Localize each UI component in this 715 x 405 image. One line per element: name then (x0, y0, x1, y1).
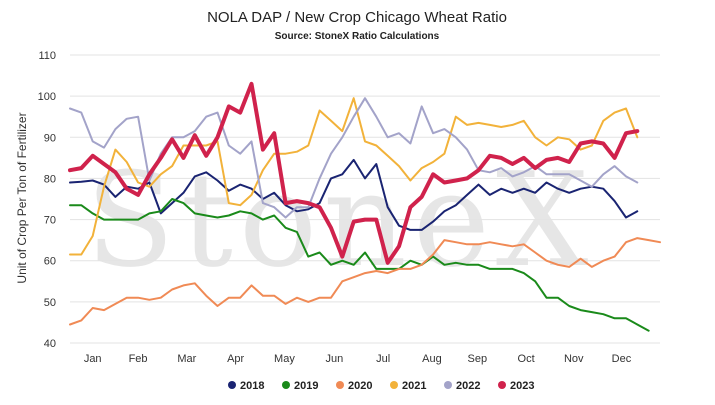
x-tick-label: Jun (325, 353, 343, 365)
legend-label: 2023 (510, 380, 534, 392)
legend-marker-2022 (444, 381, 452, 389)
series-line-2021 (69, 97, 639, 256)
x-tick-label: Nov (564, 353, 584, 365)
legend-label: 2021 (402, 380, 426, 392)
series-lines (68, 81, 661, 332)
y-tick-label: 40 (44, 338, 56, 350)
x-tick-label: Oct (518, 353, 535, 365)
legend-label: 2020 (348, 380, 372, 392)
x-tick-label: May (274, 353, 295, 365)
gridlines (70, 54, 660, 344)
x-tick-label: Mar (177, 353, 196, 365)
legend-marker-2021 (390, 381, 398, 389)
series-line-2023 (68, 81, 640, 265)
legend: 2018 2019 2020 2021 2022 2023 (228, 380, 534, 392)
y-tick-label: 100 (38, 91, 56, 103)
legend-label: 2019 (294, 380, 318, 392)
x-tick-label: Dec (612, 353, 632, 365)
y-axis-label: Unit of Crop Per Ton of Fertilizer (15, 112, 29, 283)
legend-marker-2019 (282, 381, 290, 389)
y-tick-label: 50 (44, 297, 56, 309)
legend-marker-2018 (228, 381, 236, 389)
y-tick-label: 90 (44, 132, 56, 144)
legend-label: 2018 (240, 380, 264, 392)
x-tick-label: Aug (422, 353, 442, 365)
x-tick-label: Sep (468, 353, 488, 365)
y-tick-label: 60 (44, 256, 56, 268)
legend-label: 2022 (456, 380, 480, 392)
series-line-2019 (69, 198, 650, 332)
x-axis-ticks: Jan Feb Mar Apr May Jun Jul Aug Sep Oct Nov Dec (84, 353, 632, 365)
series-line-2020 (69, 237, 661, 326)
y-axis-ticks: 40 50 60 70 80 90 100 110 (38, 50, 56, 350)
x-tick-label: Jan (84, 353, 102, 365)
legend-marker-2023 (498, 381, 506, 389)
chart-subtitle: Source: StoneX Ratio Calculations (275, 31, 440, 42)
chart-title: NOLA DAP / New Crop Chicago Wheat Ratio (207, 9, 507, 26)
legend-marker-2020 (336, 381, 344, 389)
x-tick-label: Feb (129, 353, 148, 365)
x-tick-label: Apr (227, 353, 244, 365)
x-tick-label: Jul (376, 353, 390, 365)
y-tick-label: 110 (38, 50, 56, 62)
series-line-2018 (69, 158, 639, 231)
y-tick-label: 80 (44, 173, 56, 185)
y-tick-label: 70 (44, 215, 56, 227)
